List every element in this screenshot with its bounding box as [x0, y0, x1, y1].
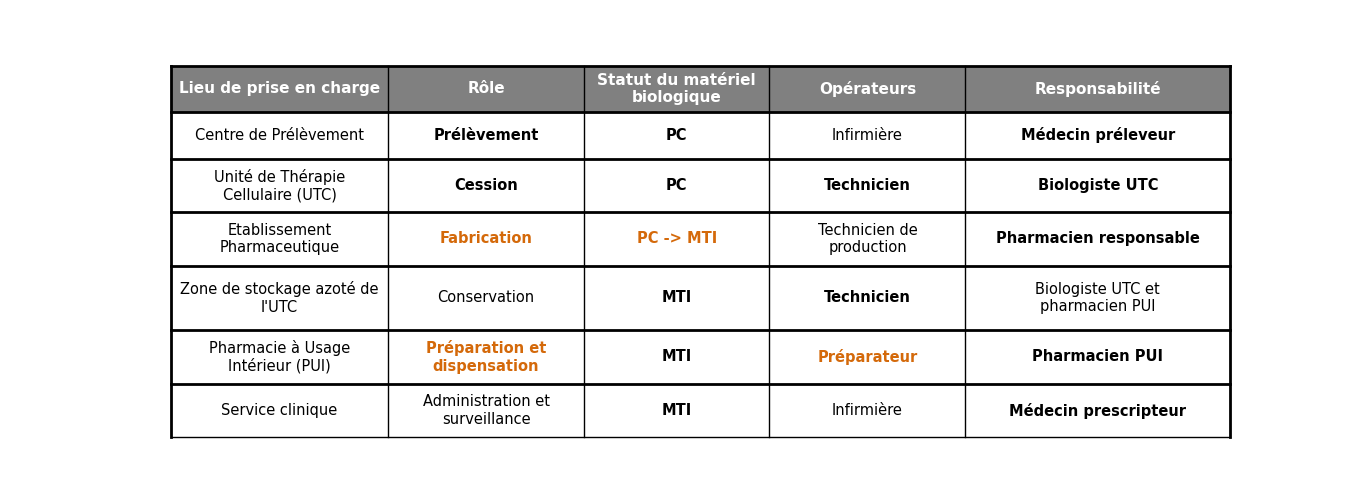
Bar	[584, 112, 770, 158]
Text: Pharmacien responsable: Pharmacien responsable	[997, 232, 1200, 247]
Text: Conservation: Conservation	[437, 290, 534, 305]
Text: Statut du matériel
biologique: Statut du matériel biologique	[597, 73, 756, 105]
Text: Technicien: Technicien	[824, 290, 910, 305]
Bar	[965, 112, 1230, 158]
Bar	[171, 66, 388, 112]
Text: Médecin prescripteur: Médecin prescripteur	[1009, 403, 1187, 419]
Text: MTI: MTI	[662, 403, 692, 418]
Bar	[171, 266, 388, 330]
Bar	[388, 158, 584, 212]
Bar	[770, 112, 965, 158]
Bar	[965, 384, 1230, 437]
Bar	[584, 266, 770, 330]
Bar	[171, 384, 388, 437]
Text: Biologiste UTC: Biologiste UTC	[1038, 178, 1158, 193]
Text: Pharmacien PUI: Pharmacien PUI	[1032, 350, 1163, 365]
Text: Service clinique: Service clinique	[221, 403, 338, 418]
Bar	[584, 384, 770, 437]
Bar	[171, 158, 388, 212]
Text: Technicien: Technicien	[824, 178, 910, 193]
Text: Fabrication: Fabrication	[440, 232, 533, 247]
Bar	[965, 212, 1230, 266]
Bar	[584, 212, 770, 266]
Bar	[388, 330, 584, 384]
Text: Médecin préleveur: Médecin préleveur	[1021, 127, 1176, 143]
Text: Etablissement
Pharmaceutique: Etablissement Pharmaceutique	[220, 223, 339, 255]
Bar	[965, 266, 1230, 330]
Text: Unité de Thérapie
Cellulaire (UTC): Unité de Thérapie Cellulaire (UTC)	[213, 169, 344, 202]
Bar	[388, 266, 584, 330]
Text: Cession: Cession	[454, 178, 518, 193]
Bar	[770, 158, 965, 212]
Bar	[965, 158, 1230, 212]
Text: Infirmière: Infirmière	[833, 403, 902, 418]
Text: MTI: MTI	[662, 290, 692, 305]
Text: Préparateur: Préparateur	[817, 349, 917, 365]
Bar	[965, 66, 1230, 112]
Text: Administration et
surveillance: Administration et surveillance	[422, 394, 550, 427]
Text: Technicien de
production: Technicien de production	[817, 223, 917, 255]
Text: PC -> MTI: PC -> MTI	[637, 232, 716, 247]
Bar	[584, 330, 770, 384]
Text: Rôle: Rôle	[468, 81, 504, 96]
Bar	[171, 112, 388, 158]
Bar	[171, 330, 388, 384]
Bar	[388, 384, 584, 437]
Text: Biologiste UTC et
pharmacien PUI: Biologiste UTC et pharmacien PUI	[1035, 282, 1161, 314]
Text: MTI: MTI	[662, 350, 692, 365]
Text: Opérateurs: Opérateurs	[819, 81, 916, 97]
Bar	[584, 66, 770, 112]
Text: PC: PC	[666, 178, 688, 193]
Text: Préparation et
dispensation: Préparation et dispensation	[427, 340, 547, 374]
Text: Infirmière: Infirmière	[833, 128, 902, 143]
Text: Centre de Prélèvement: Centre de Prélèvement	[195, 128, 364, 143]
Text: Prélèvement: Prélèvement	[433, 128, 539, 143]
Text: PC: PC	[666, 128, 688, 143]
Bar	[388, 66, 584, 112]
Text: Responsabilité: Responsabilité	[1035, 81, 1161, 97]
Bar	[584, 158, 770, 212]
Text: Lieu de prise en charge: Lieu de prise en charge	[179, 81, 380, 96]
Bar	[770, 66, 965, 112]
Text: Pharmacie à Usage
Intérieur (PUI): Pharmacie à Usage Intérieur (PUI)	[209, 340, 350, 374]
Text: Zone de stockage azoté de
l'UTC: Zone de stockage azoté de l'UTC	[180, 281, 379, 315]
Bar	[388, 212, 584, 266]
Bar	[770, 330, 965, 384]
Bar	[171, 212, 388, 266]
Bar	[965, 330, 1230, 384]
Bar	[770, 212, 965, 266]
Bar	[388, 112, 584, 158]
Bar	[770, 384, 965, 437]
Bar	[770, 266, 965, 330]
